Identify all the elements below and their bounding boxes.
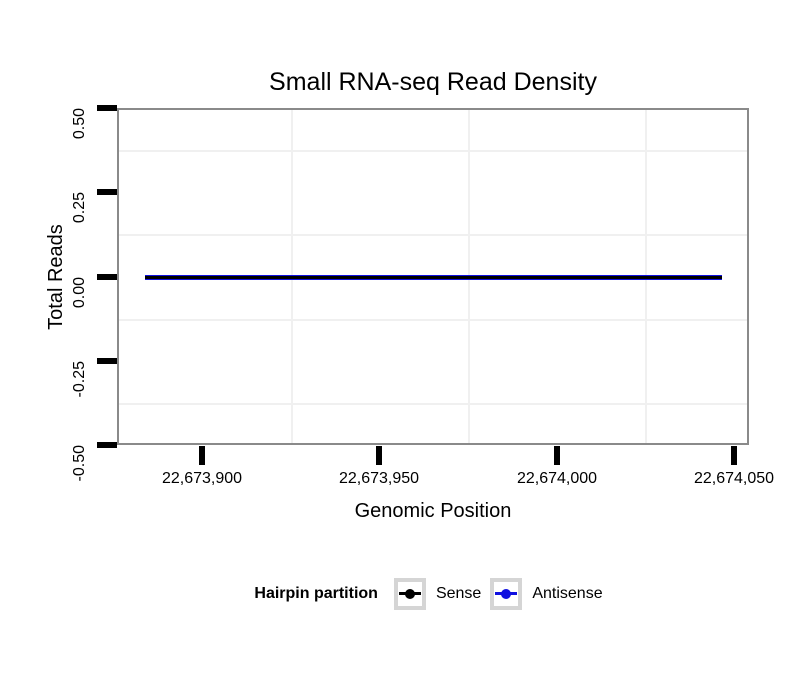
legend-key-sense [393, 578, 426, 610]
chart-title: Small RNA-seq Read Density [269, 68, 597, 96]
minor-gridline-h [119, 234, 747, 236]
x-axis-tick [376, 446, 382, 465]
minor-gridline-h [119, 150, 747, 152]
legend-label-sense: Sense [435, 585, 482, 602]
y-axis-tick [97, 189, 117, 195]
minor-gridline-h [119, 403, 747, 405]
x-axis-tick [731, 446, 737, 465]
legend-title: Hairpin partition [254, 585, 378, 602]
legend-key-antisense [490, 578, 523, 610]
minor-gridline-h [119, 319, 747, 321]
y-axis-tick [97, 105, 117, 111]
x-axis-tick-label: 22,674,000 [516, 470, 598, 487]
legend: Hairpin partition Sense Antisense [117, 578, 749, 610]
x-axis-tick-label: 22,673,900 [161, 470, 243, 487]
x-axis-title: Genomic Position [354, 500, 512, 522]
plot-panel [117, 108, 749, 445]
x-axis-tick-label: 22,673,950 [338, 470, 420, 487]
legend-point-sense-icon [404, 589, 415, 599]
y-axis-tick [97, 358, 117, 364]
legend-point-antisense-icon [501, 589, 512, 599]
x-axis-tick [199, 446, 205, 465]
x-axis-tick [554, 446, 560, 465]
legend-label-antisense: Antisense [532, 585, 603, 602]
series-line-sense [145, 276, 722, 279]
y-axis-tick [97, 442, 117, 448]
y-axis-tick [97, 274, 117, 280]
x-axis-tick-label: 22,674,050 [693, 470, 775, 487]
